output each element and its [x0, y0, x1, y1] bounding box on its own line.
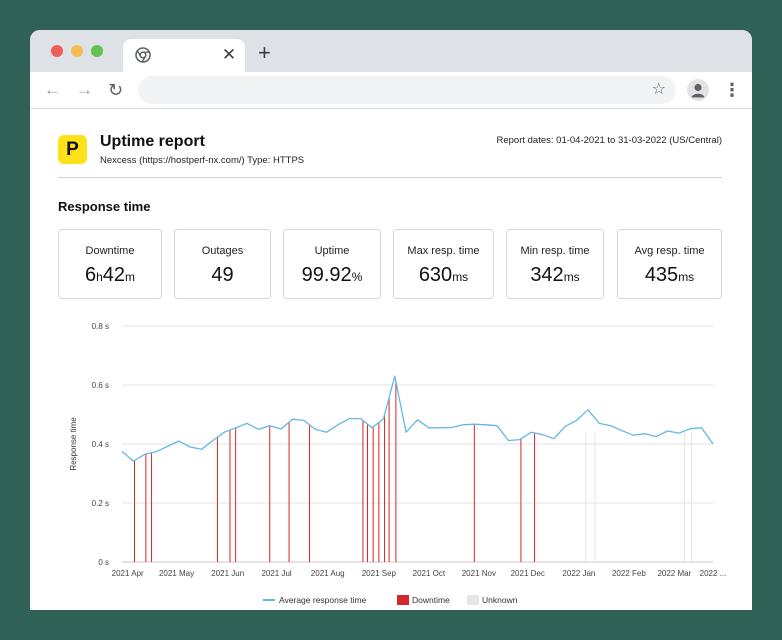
x-tick-label: 2021 Jul	[261, 569, 291, 578]
x-tick-label: 2021 Dec	[511, 569, 545, 578]
x-tick-label: 2021 Jun	[211, 569, 244, 578]
series-line-average-response-time	[121, 375, 714, 462]
stat-card-uptime: Uptime 99.92%	[283, 229, 381, 299]
plus-icon[interactable]: +	[258, 40, 271, 65]
legend-item-unknown: Unknown	[467, 594, 517, 606]
stat-card-max-response: Max resp. time 630ms	[393, 229, 494, 299]
y-tick-label: 0 s	[98, 558, 109, 567]
stat-card-avg-response: Avg resp. time 435ms	[617, 229, 722, 299]
page-title: Uptime report	[100, 133, 205, 150]
browser-toolbar: ← → ↻ ☆ ⋮	[30, 72, 752, 109]
x-tick-label: 2022 ...	[700, 569, 727, 578]
window-minimize-button[interactable]	[71, 45, 83, 57]
stat-card-min-response: Min resp. time 342ms	[506, 229, 604, 299]
stat-card-downtime: Downtime 6h42m	[58, 229, 162, 299]
profile-icon[interactable]	[687, 79, 709, 101]
x-tick-label: 2021 May	[159, 569, 194, 578]
section-title: Response time	[58, 199, 151, 214]
y-axis-label: Response time	[69, 417, 78, 471]
stat-card-outages: Outages 49	[174, 229, 271, 299]
monitor-description: Nexcess (https://hostperf-nx.com/) Type:…	[100, 155, 305, 166]
y-tick-label: 0.8 s	[92, 322, 109, 331]
kebab-menu-icon[interactable]: ⋮	[723, 80, 741, 100]
window-close-button[interactable]	[51, 45, 63, 57]
y-tick-label: 0.4 s	[92, 440, 109, 449]
brand-logo: P	[58, 135, 87, 164]
report-dates: Report dates: 01-04-2021 to 31-03-2022 (…	[496, 135, 723, 146]
x-tick-label: 2021 Aug	[311, 569, 345, 578]
response-time-chart: 0 s 0.2 s 0.4 s 0.6 s 0.8 s Response time 2021…	[69, 322, 727, 578]
x-tick-label: 2021 Sep	[362, 569, 397, 578]
y-tick-label: 0.6 s	[92, 381, 109, 390]
star-icon[interactable]: ☆	[651, 81, 666, 98]
y-tick-label: 0.2 s	[92, 499, 109, 508]
reload-icon[interactable]: ↻	[108, 80, 124, 100]
x-tick-label: 2022 Jan	[562, 569, 595, 578]
x-tick-label: 2022 Feb	[612, 569, 646, 578]
header-divider	[58, 177, 722, 178]
legend-item-downtime: Downtime	[397, 594, 450, 606]
report-page: P Uptime report Nexcess (https://hostper…	[30, 109, 752, 610]
browser-tab[interactable]: ✕	[123, 39, 245, 72]
x-tick-label: 2022 Mar	[657, 569, 691, 578]
forward-arrow-icon[interactable]: →	[76, 80, 93, 99]
back-arrow-icon[interactable]: ←	[44, 80, 61, 99]
window-maximize-button[interactable]	[91, 45, 103, 57]
tab-strip: ✕ +	[30, 30, 752, 72]
address-bar[interactable]: ☆	[138, 76, 676, 104]
chrome-logo-icon	[135, 47, 151, 63]
chart-legend: Average response time Downtime Unknown	[30, 594, 752, 608]
browser-window: ✕ + ← → ↻ ☆ ⋮ P Uptime report Nexcess (h…	[30, 30, 752, 610]
x-tick-label: 2021 Nov	[462, 569, 496, 578]
close-icon[interactable]: ✕	[221, 45, 237, 64]
legend-item-average: Average response time	[263, 594, 366, 606]
x-tick-label: 2021 Oct	[413, 569, 446, 578]
x-tick-label: 2021 Apr	[112, 569, 144, 578]
